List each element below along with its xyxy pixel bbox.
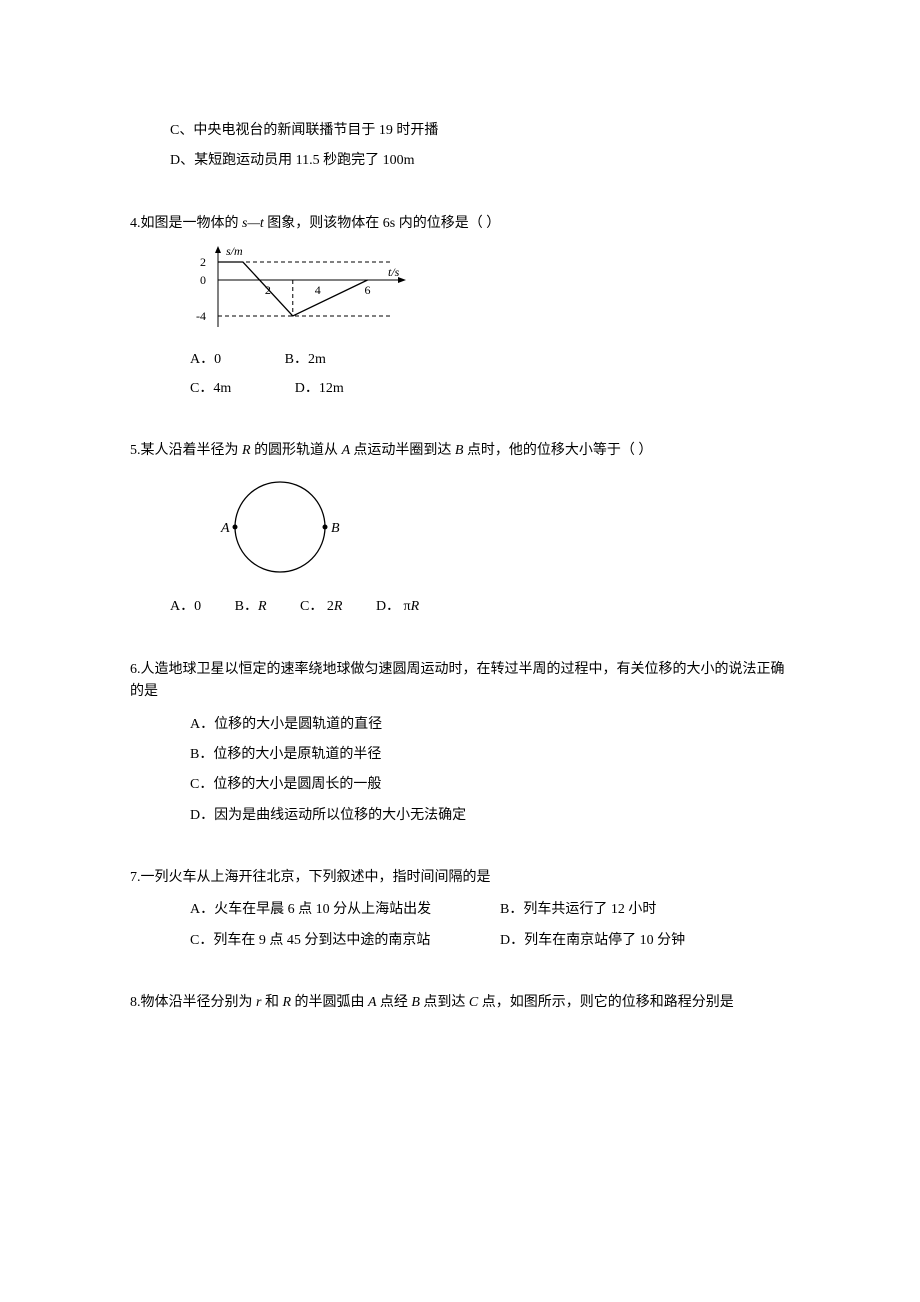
q8-B: B <box>411 995 423 1010</box>
svg-text:A: A <box>220 521 230 536</box>
q8-p6: 点，如图所示，则它的位移和路程分别是 <box>482 995 734 1010</box>
question-4: 4.如图是一物体的 s—t 图象，则该物体在 6s 内的位移是（ ） s/m t/… <box>130 213 790 400</box>
q4-options-row1: A．0 B．2m <box>130 349 790 371</box>
svg-text:2: 2 <box>265 283 271 297</box>
q8-C: C <box>469 995 482 1010</box>
q6-option-c: C．位移的大小是圆周长的一般 <box>130 774 790 796</box>
svg-text:2: 2 <box>200 255 206 269</box>
q7-row2: C．列车在 9 点 45 分到达中途的南京站 D．列车在南京站停了 10 分钟 <box>130 930 790 952</box>
q7-option-c: C．列车在 9 点 45 分到达中途的南京站 <box>130 930 500 952</box>
q8-p1: 8.物体沿半径分别为 <box>130 995 256 1010</box>
question-8: 8.物体沿半径分别为 r 和 R 的半圆弧由 A 点经 B 点到达 C 点，如图… <box>130 992 790 1014</box>
q8-A: A <box>368 995 380 1010</box>
svg-text:-4: -4 <box>196 309 206 323</box>
q4-options-row2: C．4m D．12m <box>130 378 790 400</box>
q4-stem-suffix: 图象，则该物体在 6s 内的位移是（ ） <box>267 216 500 231</box>
q5-option-d: D． πR <box>376 596 419 618</box>
st-graph: s/m t/s 2 0 -4 2 4 6 <box>190 245 410 335</box>
q7-stem: 7.一列火车从上海开往北京，下列叙述中，指时间间隔的是 <box>130 867 790 889</box>
q5-stem: 5.某人沿着半径为 R 的圆形轨道从 A 点运动半圈到达 B 点时，他的位移大小… <box>130 440 790 462</box>
q5-stem-p3: 点运动半圈到达 <box>353 443 455 458</box>
q4-option-a: A．0 <box>190 349 221 371</box>
q6-option-a: A．位移的大小是圆轨道的直径 <box>130 714 790 736</box>
q4-stem: 4.如图是一物体的 s—t 图象，则该物体在 6s 内的位移是（ ） <box>130 213 790 235</box>
q4-stem-var: s—t <box>242 216 267 231</box>
q8-p3: 的半圆弧由 <box>295 995 369 1010</box>
svg-text:6: 6 <box>365 283 371 297</box>
q6-option-d: D．因为是曲线运动所以位移的大小无法确定 <box>130 805 790 827</box>
q4-option-b: B．2m <box>285 349 326 371</box>
question-5: 5.某人沿着半径为 R 的圆形轨道从 A 点运动半圈到达 B 点时，他的位移大小… <box>130 440 790 619</box>
q6-stem: 6.人造地球卫星以恒定的速率绕地球做匀速圆周运动时，在转过半周的过程中，有关位移… <box>130 659 790 704</box>
q3-option-d: D、某短跑运动员用 11.5 秒跑完了 100m <box>130 150 790 172</box>
svg-text:4: 4 <box>315 283 321 297</box>
q5-stem-p1: 5.某人沿着半径为 <box>130 443 242 458</box>
q8-stem: 8.物体沿半径分别为 r 和 R 的半圆弧由 A 点经 B 点到达 C 点，如图… <box>130 992 790 1014</box>
q5-option-b: B．R <box>235 596 267 618</box>
q4-option-c: C．4m <box>190 378 231 400</box>
svg-text:B: B <box>331 521 340 536</box>
circle-diagram: AB <box>190 472 370 582</box>
q4-option-d: D．12m <box>295 378 344 400</box>
q5-stem-p2: 的圆形轨道从 <box>254 443 342 458</box>
svg-text:0: 0 <box>200 273 206 287</box>
q5-stem-R: R <box>242 443 254 458</box>
q8-p5: 点到达 <box>423 995 469 1010</box>
q5-option-a: A．0 <box>170 596 201 618</box>
q5-options: A．0 B．R C． 2R D． πR <box>130 596 790 618</box>
q7-option-b: B．列车共运行了 12 小时 <box>500 899 790 921</box>
q8-r: r <box>256 995 265 1010</box>
q4-stem-prefix: 4.如图是一物体的 <box>130 216 242 231</box>
q5-option-c: C． 2R <box>300 596 342 618</box>
q5-stem-B: B <box>455 443 467 458</box>
q6-option-b: B．位移的大小是原轨道的半径 <box>130 744 790 766</box>
q5-stem-A: A <box>342 443 354 458</box>
q8-p2: 和 <box>265 995 283 1010</box>
q4-chart: s/m t/s 2 0 -4 2 4 6 <box>130 245 790 335</box>
q7-row1: A．火车在早晨 6 点 10 分从上海站出发 B．列车共运行了 12 小时 <box>130 899 790 921</box>
svg-text:s/m: s/m <box>226 245 243 258</box>
question-6: 6.人造地球卫星以恒定的速率绕地球做匀速圆周运动时，在转过半周的过程中，有关位移… <box>130 659 790 827</box>
question-7: 7.一列火车从上海开往北京，下列叙述中，指时间间隔的是 A．火车在早晨 6 点 … <box>130 867 790 952</box>
q3-option-c: C、中央电视台的新闻联播节目于 19 时开播 <box>130 120 790 142</box>
q8-p4: 点经 <box>380 995 412 1010</box>
q5-stem-p4: 点时，他的位移大小等于（ ） <box>467 443 653 458</box>
q5-diagram: AB <box>130 472 790 582</box>
q7-option-d: D．列车在南京站停了 10 分钟 <box>500 930 790 952</box>
q8-R: R <box>282 995 294 1010</box>
svg-text:t/s: t/s <box>388 265 400 279</box>
q7-option-a: A．火车在早晨 6 点 10 分从上海站出发 <box>130 899 500 921</box>
